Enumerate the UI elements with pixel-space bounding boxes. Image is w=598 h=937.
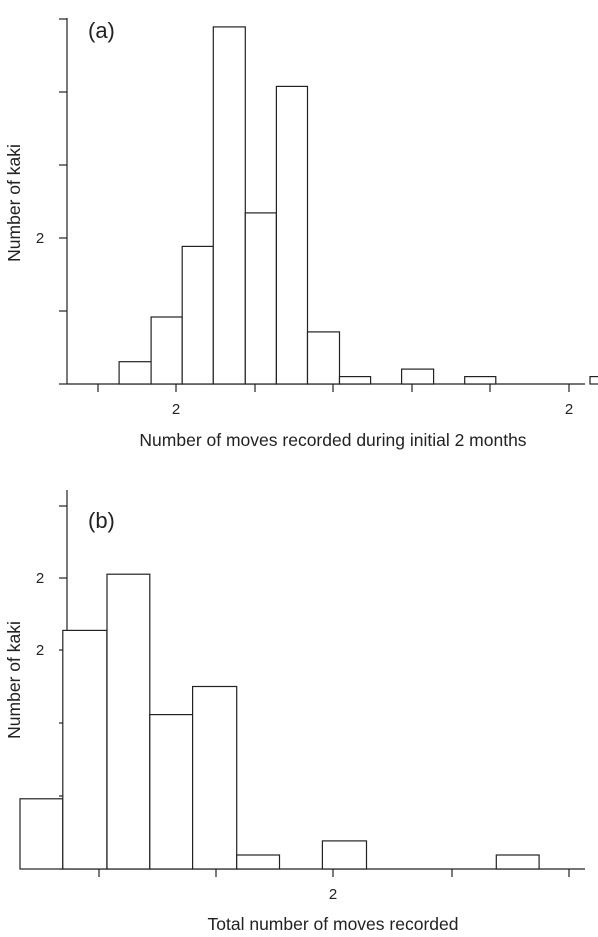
x-axis-label: Total number of moves recorded xyxy=(208,914,459,934)
histogram-bar xyxy=(275,85,309,385)
x-ticks: 2 xyxy=(98,869,570,903)
histogram-bar xyxy=(321,840,368,870)
panel-label: (b) xyxy=(88,508,115,533)
x-axis-label: Number of moves recorded during initial … xyxy=(139,430,526,450)
x-tick-label: 2 xyxy=(329,886,337,903)
histogram-bar xyxy=(181,245,214,385)
bars xyxy=(118,26,598,385)
histogram-bar xyxy=(62,629,108,870)
histogram-bar xyxy=(401,368,435,385)
y-axis-label: Number of kaki xyxy=(4,144,24,262)
histogram-bar xyxy=(236,854,281,870)
y-tick-label: 2 xyxy=(36,642,44,659)
histogram-bar xyxy=(150,316,183,385)
histogram-bar xyxy=(149,713,194,870)
histogram-bar xyxy=(106,573,151,870)
histogram-bar xyxy=(464,376,497,385)
histogram-bar xyxy=(589,376,598,385)
histogram-bar xyxy=(338,376,372,385)
histogram-bar xyxy=(212,26,246,385)
x-tick-label: 2 xyxy=(172,401,180,418)
histogram-bar xyxy=(244,212,278,385)
y-tick-label: 2 xyxy=(36,230,44,247)
y-tick-label: 2 xyxy=(36,570,44,587)
histogram-bar xyxy=(495,854,540,870)
histogram-bar xyxy=(118,361,152,385)
y-ticks: 2 xyxy=(36,18,67,385)
panel-b: (b) Total number of moves recorded Numbe… xyxy=(4,490,585,934)
bars xyxy=(19,573,540,870)
histogram-bar xyxy=(19,798,64,870)
histogram-bar xyxy=(192,685,238,870)
y-axis-label: Number of kaki xyxy=(4,621,24,739)
histogram-bar xyxy=(306,331,341,385)
x-tick-label: 2 xyxy=(565,401,573,418)
panel-a: (a) Number of moves recorded during init… xyxy=(4,18,598,450)
panel-label: (a) xyxy=(88,18,115,43)
